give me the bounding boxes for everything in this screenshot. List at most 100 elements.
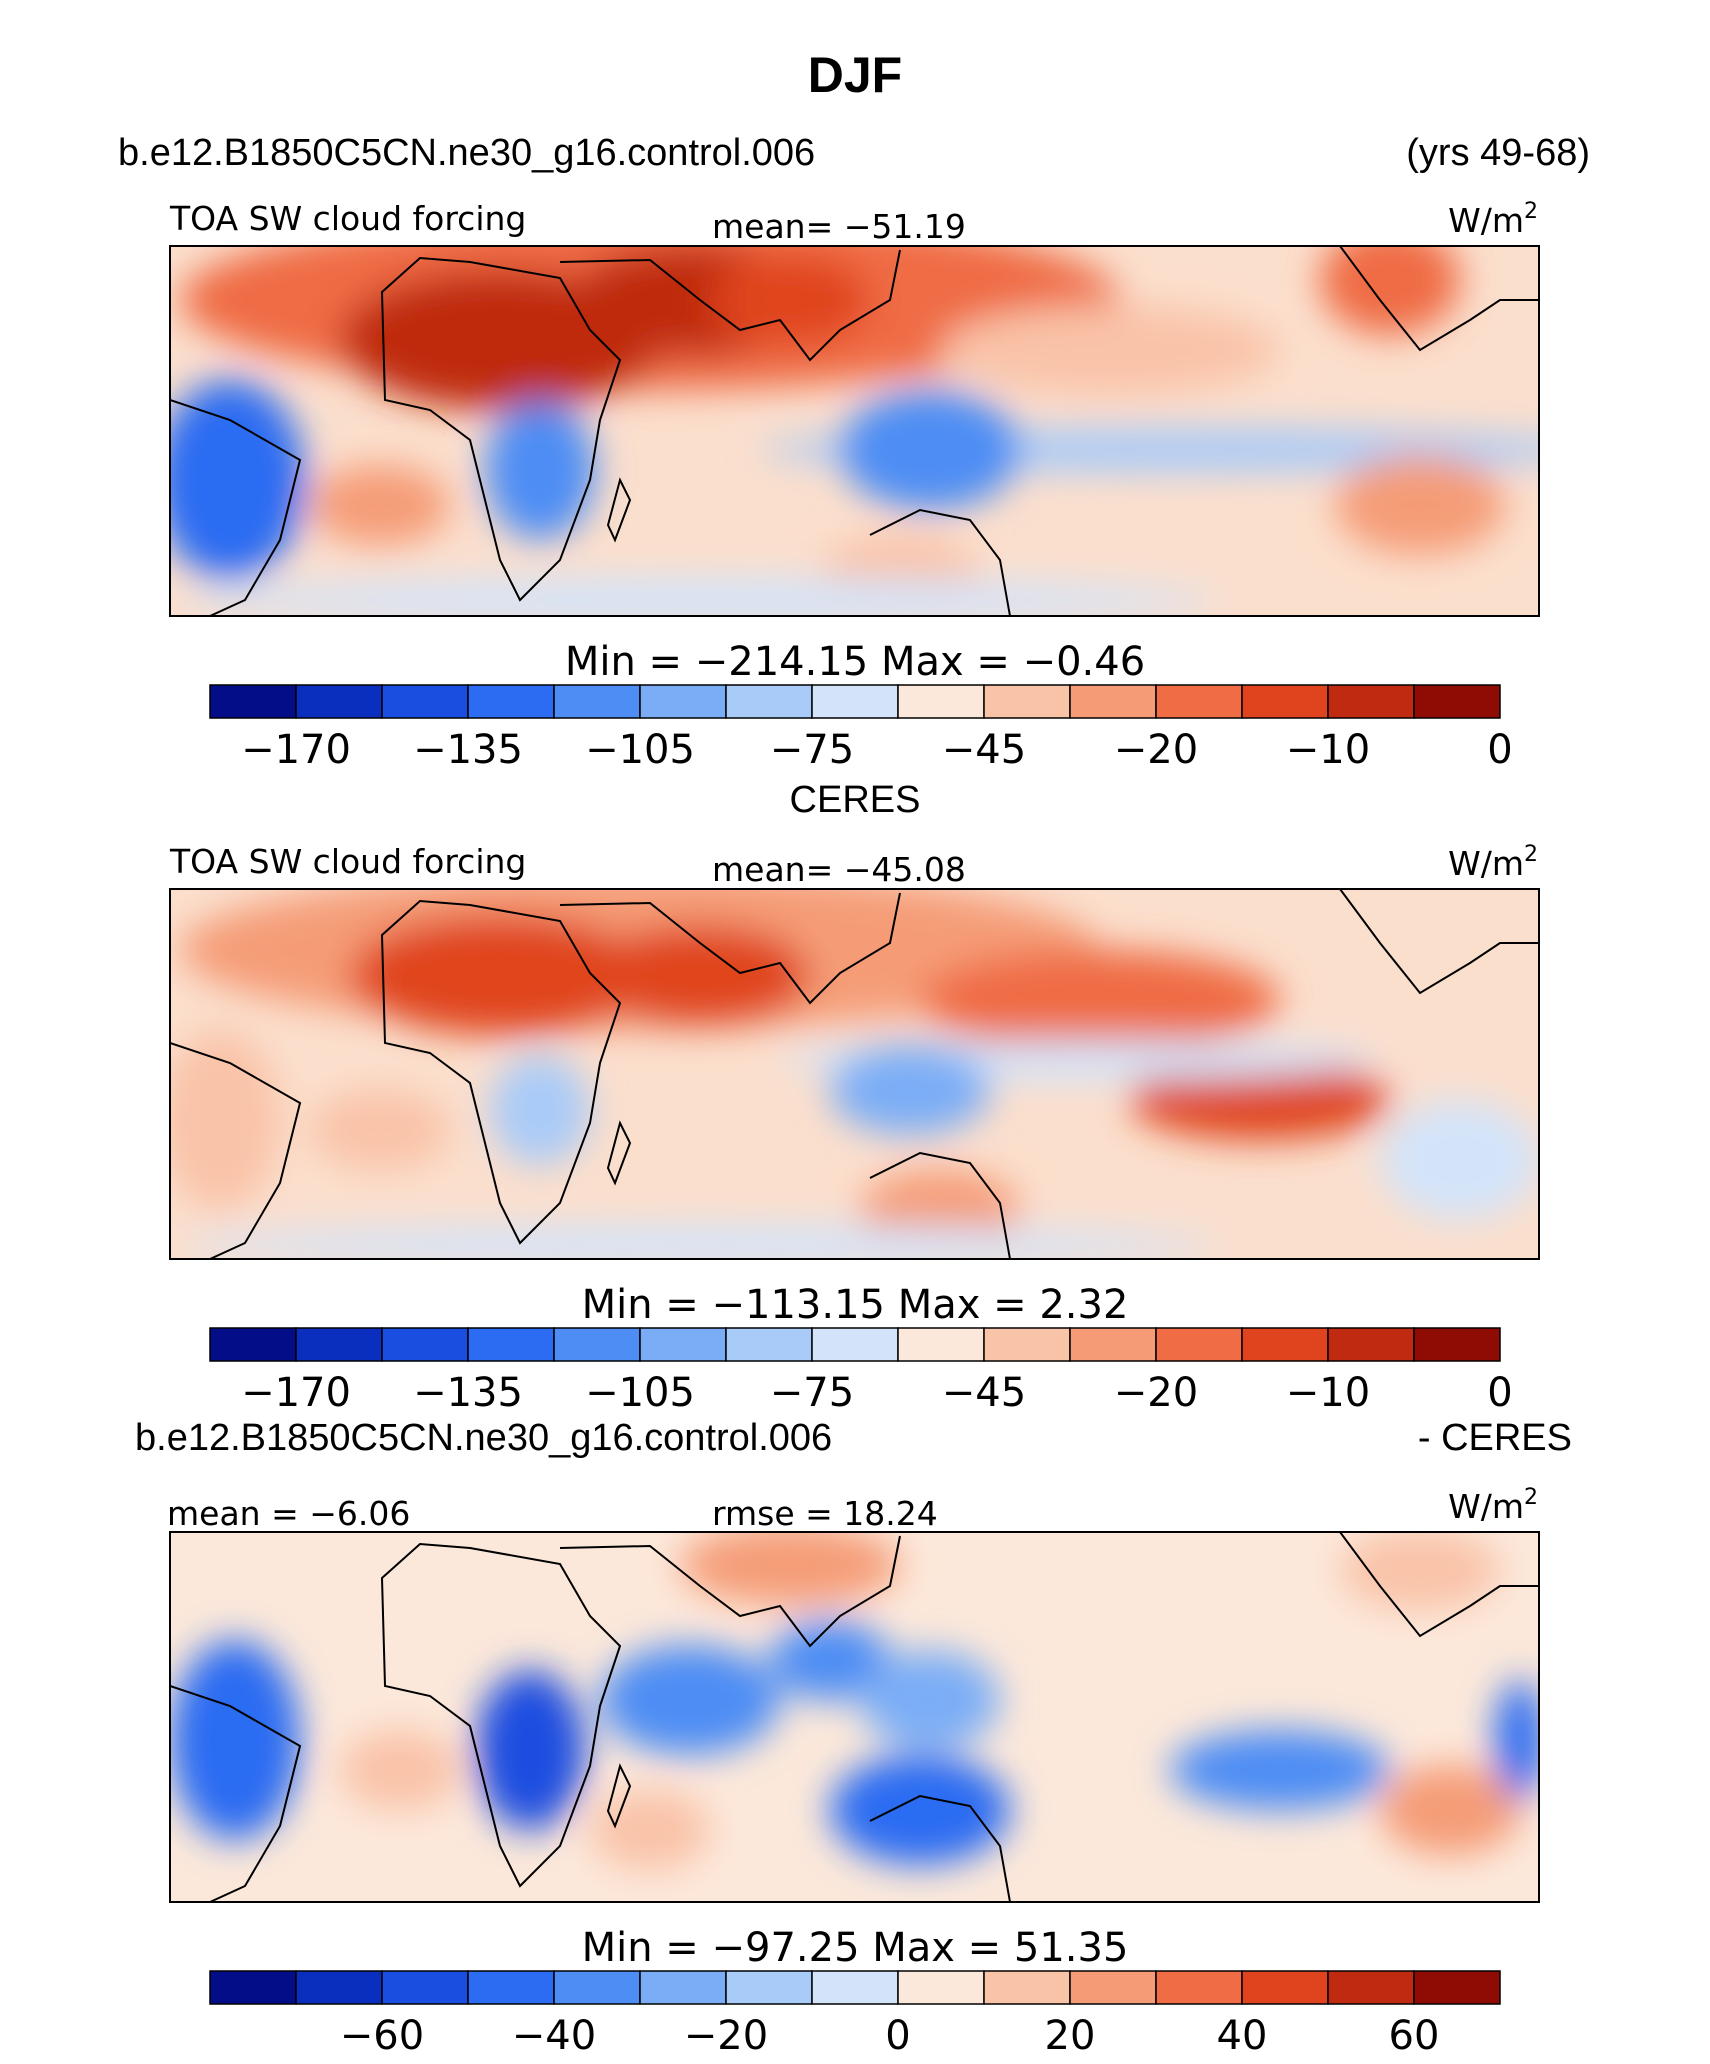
units-exponent: 2 [1524, 842, 1538, 867]
coast-madagascar [606, 1120, 632, 1186]
coast-north-america [1339, 246, 1539, 352]
region-china [680, 1532, 900, 1605]
minmax-label: Min = −97.25 Max = 51.35 [582, 1925, 1129, 1971]
colorbar-tick-label: −135 [413, 727, 523, 773]
coast-south-america [170, 1685, 302, 1902]
colorbar-swatch [1327, 1327, 1415, 1362]
colorbar-tick-label: −10 [1286, 727, 1370, 773]
region-maritime-continent [830, 1045, 990, 1135]
colorbar-swatch [1069, 1327, 1157, 1362]
colorbar-swatch [467, 1327, 555, 1362]
coast-australia [869, 1794, 1011, 1902]
colorbar-tick-label: −135 [413, 1370, 523, 1416]
region-southern-band [180, 578, 1220, 616]
colorbar-tick-label: −10 [1286, 1370, 1370, 1416]
minmax-label: Min = −214.15 Max = −0.46 [565, 639, 1145, 685]
colorbar-swatch [1241, 1327, 1329, 1362]
colorbar-tick-label: −45 [942, 727, 1026, 773]
mean-label: mean= −45.08 [712, 850, 966, 889]
years-label: (yrs 49-68) [1406, 132, 1590, 174]
coast-madagascar [606, 1763, 632, 1829]
coast-africa [380, 899, 622, 1245]
map-panel-diff [170, 1532, 1539, 1902]
colorbar-swatch [811, 1327, 899, 1362]
colorbar-swatch [1241, 684, 1329, 719]
colorbar-swatch [467, 684, 555, 719]
colorbar-2 [209, 1327, 1501, 1362]
map-frame-diff [169, 1531, 1540, 1903]
colorbar-tick-label: −20 [1114, 727, 1198, 773]
region-north-pacific [920, 950, 1280, 1050]
colorbar-3-ticks: −60 −40 −20 0 20 40 60 [340, 2013, 1440, 2059]
colorbar-swatch [639, 1327, 727, 1362]
colorbar-swatch [725, 1327, 813, 1362]
colorbar-swatch [1413, 1970, 1501, 2005]
colorbar-swatch [1155, 684, 1243, 719]
colorbar-tick-label: −20 [684, 2013, 768, 2059]
colorbar-swatch [209, 1970, 297, 2005]
region-southeast-pacific [1335, 455, 1505, 555]
colorbar-3 [209, 1970, 1501, 2005]
coast-africa [380, 256, 622, 602]
colorbar-tick-label: −40 [512, 2013, 596, 2059]
units-label: W/m2 [1448, 199, 1538, 240]
colorbar-swatch [1413, 684, 1501, 719]
colorbar-tick-label: −75 [770, 1370, 854, 1416]
colorbar-tick-label: 0 [1487, 1370, 1512, 1416]
coastlines [170, 889, 1539, 1259]
colorbar-swatch [381, 1970, 469, 2005]
map-panel-model [170, 246, 1539, 616]
region-peru-coast [1495, 1680, 1539, 1800]
coast-asia [559, 249, 901, 362]
colorbar-swatch [553, 1327, 641, 1362]
colorbar-swatch [897, 1327, 985, 1362]
colorbar-swatch [553, 1970, 641, 2005]
region-australia [830, 1755, 1010, 1865]
colorbar-swatch [811, 684, 899, 719]
colorbar-swatch [1155, 1970, 1243, 2005]
region-south-pacific [1170, 1730, 1390, 1810]
units-text: W/m [1448, 201, 1524, 240]
colorbar-1 [209, 684, 1501, 719]
minmax-label: Min = −113.15 Max = 2.32 [582, 1282, 1129, 1328]
colorbar-tick-label: 0 [885, 2013, 910, 2059]
region-arabia [590, 925, 810, 1025]
colorbar-swatch [381, 1327, 469, 1362]
colorbar-swatch [295, 1327, 383, 1362]
units-exponent: 2 [1524, 199, 1538, 224]
map-frame-obs [169, 888, 1540, 1260]
colorbar-tick-label: −105 [585, 727, 695, 773]
colorbar-tick-label: 60 [1389, 2013, 1440, 2059]
coast-australia [869, 1151, 1011, 1259]
region-south-asia [710, 255, 870, 345]
colorbar-tick-label: 20 [1045, 2013, 1096, 2059]
region-south-america [170, 1640, 300, 1840]
colorbar-swatch [983, 1970, 1071, 2005]
region-south-atlantic [340, 1730, 460, 1810]
colorbar-swatch [897, 1970, 985, 2005]
colorbar-swatch [1155, 1327, 1243, 1362]
region-central-africa [475, 1670, 585, 1830]
coast-south-america [170, 1042, 302, 1259]
colorbar-swatch [1327, 684, 1415, 719]
region-south-america [170, 1030, 280, 1210]
region-south-indian [590, 1790, 710, 1870]
colorbar-tick-label: −20 [1114, 1370, 1198, 1416]
units-label: W/m2 [1448, 842, 1538, 883]
region-north-pacific [940, 305, 1280, 395]
obs-name: CERES [790, 779, 921, 821]
colorbar-swatch [209, 1327, 297, 1362]
colorbar-tick-label: 0 [1487, 727, 1512, 773]
coast-australia [869, 508, 1011, 616]
coastlines [170, 1532, 1539, 1902]
coast-asia [559, 892, 901, 1005]
colorbar-swatch [467, 1970, 555, 2005]
colorbar-tick-label: −60 [340, 2013, 424, 2059]
region-southeast-pacific [1380, 1765, 1520, 1855]
region-maritime-continent [840, 390, 1020, 510]
mean-label: mean= −51.19 [712, 207, 966, 246]
colorbar-swatch [295, 684, 383, 719]
coast-north-america [1339, 1532, 1539, 1638]
coast-south-america [170, 399, 302, 616]
